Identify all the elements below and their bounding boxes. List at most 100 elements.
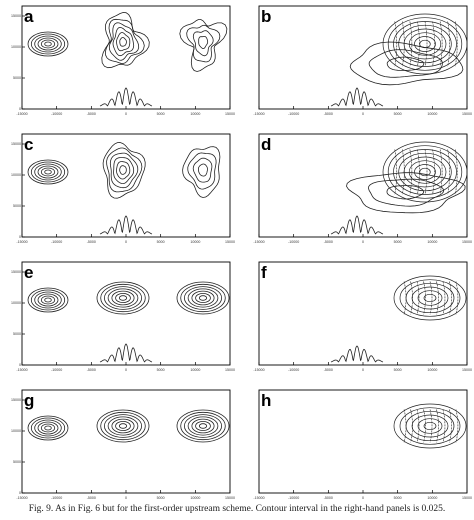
contour-line: [118, 423, 128, 429]
contour-line: [104, 18, 145, 64]
x-tick-label: 5000: [394, 112, 402, 116]
contour-group: [27, 12, 228, 107]
x-tick-label: -5000: [87, 240, 96, 244]
contour-line: [424, 149, 428, 195]
x-tick-label: -5000: [324, 112, 333, 116]
panel-label: c: [24, 135, 33, 154]
contour-line: [393, 21, 457, 67]
contour-line: [198, 36, 209, 49]
contour-line: [198, 163, 208, 177]
contour-line: [423, 409, 426, 443]
contour-line: [386, 56, 425, 71]
contour-line: [40, 39, 56, 49]
x-tick-label: -15000: [16, 240, 27, 244]
contour-line: [394, 21, 398, 67]
contour-line: [101, 12, 150, 69]
contour-line: [402, 21, 405, 67]
contour-line: [30, 289, 66, 311]
contour-line: [403, 156, 447, 188]
contour-line: [104, 286, 143, 310]
contour-line: [382, 141, 468, 203]
contour-line: [403, 281, 407, 315]
contour-line: [198, 423, 208, 429]
contour-line: [100, 411, 146, 441]
contour-line: [119, 165, 127, 175]
panel-label: e: [24, 263, 33, 282]
contour-line: [44, 41, 52, 47]
x-tick-label: -10000: [51, 368, 62, 372]
x-tick-label: 5000: [157, 496, 165, 500]
panel-e: -15000 -10000 -5000 0 5000 10000 15000 15000 100…: [11, 261, 235, 372]
contour-line: [414, 36, 436, 52]
contour-line: [368, 49, 443, 78]
x-tick-label: -10000: [51, 112, 62, 116]
x-tick-label: 0: [362, 496, 364, 500]
contour-line: [436, 409, 439, 443]
contour-line: [115, 421, 131, 432]
contour-line: [349, 41, 464, 86]
ridge-line: [99, 87, 153, 107]
contour-line: [423, 281, 426, 315]
contour-line: [34, 419, 62, 437]
x-tick-label: 15000: [225, 112, 235, 116]
contour-line: [447, 149, 450, 195]
x-tick-label: 10000: [427, 368, 437, 372]
figure-caption: Fig. 9. As in Fig. 6 but for the first-o…: [28, 504, 446, 514]
contour-line: [195, 293, 211, 304]
plot-frame: [258, 389, 468, 494]
contour-line: [109, 152, 139, 189]
contour-line: [447, 21, 450, 67]
contour-line: [410, 409, 413, 443]
y-tick-label: 10000: [11, 173, 21, 177]
contour-line: [198, 295, 208, 301]
y-tick-label: 10000: [11, 45, 21, 49]
x-tick-label: -5000: [87, 368, 96, 372]
contour-line: [113, 157, 135, 185]
y-tick-label: 10000: [11, 429, 21, 433]
y-tick-label: 5000: [13, 204, 21, 208]
panel-label: f: [261, 263, 267, 282]
ridge-line: [330, 215, 384, 235]
contour-line: [393, 275, 467, 321]
contour-group: [393, 403, 467, 449]
contour-line: [416, 281, 420, 315]
x-tick-label: 15000: [462, 112, 472, 116]
x-tick-label: 5000: [394, 240, 402, 244]
contour-line: [411, 286, 449, 310]
contour-line: [30, 33, 66, 55]
contour-line: [180, 411, 226, 441]
contour-line: [417, 290, 443, 306]
contour-group: [330, 141, 468, 235]
y-tick-label: 10000: [11, 301, 21, 305]
contour-line: [107, 288, 139, 308]
x-tick-label: -10000: [51, 496, 62, 500]
y-tick-label: 15000: [11, 142, 21, 146]
contour-line: [44, 297, 52, 303]
x-tick-label: -5000: [324, 240, 333, 244]
panel-h: -15000 -10000 -5000 0 5000 10000 15000 h: [253, 389, 472, 500]
contour-line: [179, 19, 228, 72]
contour-line: [432, 149, 435, 195]
x-tick-label: 10000: [190, 496, 200, 500]
contour-line: [37, 37, 59, 51]
x-tick-label: 5000: [157, 240, 165, 244]
contour-line: [116, 32, 131, 52]
contour-line: [37, 293, 59, 307]
contour-line: [27, 159, 69, 185]
contour-line: [368, 178, 445, 207]
contour-line: [423, 293, 437, 303]
x-tick-label: 10000: [427, 496, 437, 500]
contour-line: [176, 409, 230, 443]
contour-line: [192, 157, 213, 183]
panel-label: a: [24, 7, 34, 26]
x-tick-label: 15000: [462, 240, 472, 244]
contour-line: [27, 415, 69, 441]
x-tick-label: -15000: [16, 368, 27, 372]
contour-line: [405, 282, 455, 314]
y-tick-label: 0: [19, 363, 21, 367]
x-tick-label: -15000: [253, 368, 264, 372]
x-tick-label: 15000: [462, 368, 472, 372]
contour-line: [414, 164, 436, 180]
contour-line: [382, 13, 468, 75]
